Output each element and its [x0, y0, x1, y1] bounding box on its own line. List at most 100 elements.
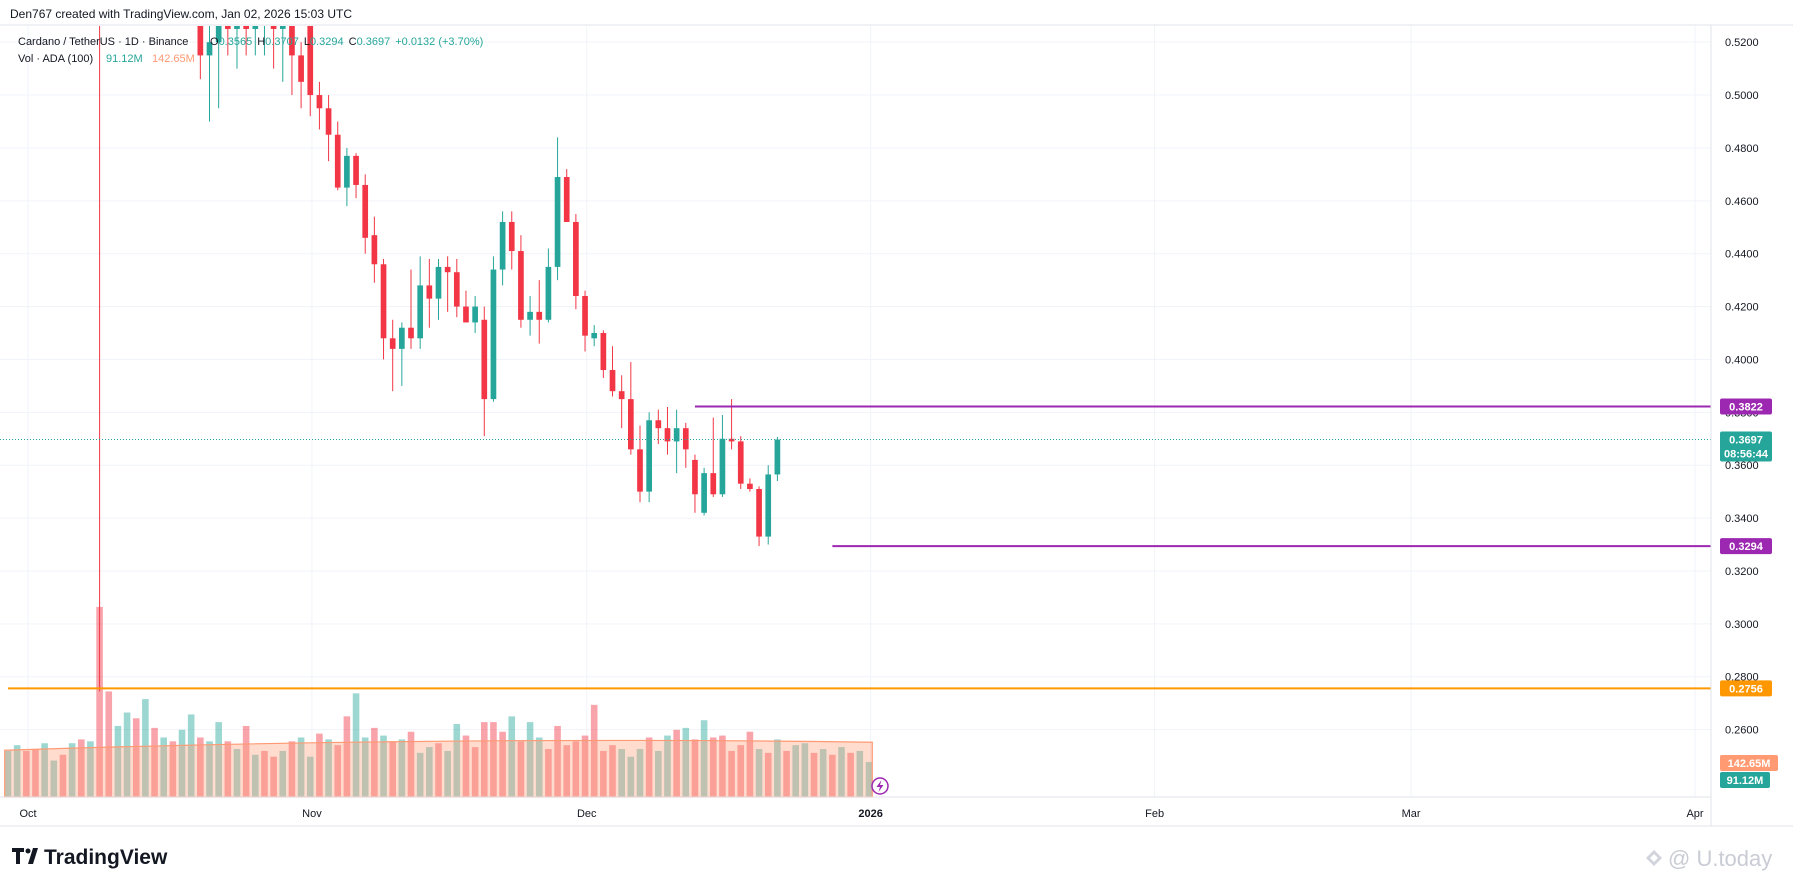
volume-ma-area — [4, 739, 873, 798]
candle-body — [591, 333, 598, 339]
candle-body — [774, 439, 781, 475]
volume-bar — [380, 735, 387, 797]
lightning-icon[interactable] — [871, 777, 889, 795]
price-tick-label: 0.3400 — [1725, 513, 1759, 525]
price-axis[interactable]: 0.5200 0.5000 0.4800 0.4600 0.4400 0.4200 0.40… — [1725, 37, 1759, 736]
candle-body — [380, 264, 387, 339]
volume-bar — [819, 749, 827, 797]
candle-body — [344, 155, 350, 188]
volume-bar — [270, 756, 277, 797]
volume-bar — [453, 724, 461, 797]
candle-body — [334, 134, 341, 188]
time-axis[interactable]: Oct Nov Dec 2026 Feb Mar Apr — [19, 808, 1703, 820]
candle-body — [307, 26, 314, 96]
volume-bar — [261, 750, 268, 797]
price-tick-label: 0.4600 — [1725, 196, 1759, 208]
volume-bar — [709, 737, 717, 797]
price-tick-label: 0.4800 — [1725, 143, 1759, 155]
volume-bar — [41, 743, 48, 797]
volume-bar — [87, 741, 94, 797]
candle-body — [289, 26, 295, 56]
volume-bar — [508, 716, 516, 797]
candle-body — [692, 459, 698, 495]
volume-bar — [316, 733, 323, 797]
volume-bar — [389, 741, 396, 797]
watermark: @ U.today — [1646, 846, 1772, 871]
volume-bar — [32, 749, 39, 797]
volume-bar — [471, 747, 479, 797]
price-tick-label: 0.3600 — [1725, 460, 1759, 472]
symbol-title: Cardano / TetherUS · 1D · Binance — [18, 36, 188, 48]
volume-bar — [609, 745, 616, 797]
time-tick-label: Nov — [302, 808, 322, 820]
volume-bar — [13, 745, 21, 797]
volume-bar — [187, 714, 195, 797]
volume-bar — [764, 752, 772, 797]
candle-body — [536, 311, 543, 320]
volume-bar — [490, 722, 497, 797]
candle-body — [243, 26, 249, 29]
level-tag-label: 0.3294 — [1729, 541, 1764, 553]
volume-bar — [792, 745, 800, 797]
volume-bar — [737, 745, 745, 797]
time-tick-label: Oct — [19, 808, 36, 820]
volume-bar — [746, 731, 754, 797]
price-tick-label: 0.3200 — [1725, 566, 1759, 578]
volume-bar — [132, 718, 140, 797]
candle-body — [298, 55, 304, 82]
volume-label: Vol · ADA (100) — [18, 53, 93, 65]
candle-body — [673, 428, 680, 442]
volume-bar — [545, 749, 552, 797]
tradingview-logo-icon — [12, 848, 24, 864]
volume-bar — [169, 741, 177, 797]
horizontal-levels — [0, 405, 1711, 690]
volume-bar — [77, 739, 85, 797]
volume-pane — [4, 606, 873, 798]
candle-body — [637, 449, 643, 492]
candle-body — [618, 391, 625, 400]
volume-bar — [105, 691, 113, 797]
volume-bar — [810, 752, 818, 797]
candle-body — [710, 473, 717, 495]
volume-bar — [691, 739, 699, 797]
volume-bar — [719, 735, 726, 797]
candle-body — [389, 338, 396, 349]
time-tick-label: Dec — [577, 808, 597, 820]
volume-bar — [682, 727, 690, 797]
volume-bar — [206, 741, 213, 797]
candle-body — [518, 251, 524, 320]
candle-body — [737, 441, 744, 484]
volume-bar — [728, 750, 735, 797]
candle-body — [627, 399, 634, 450]
price-tick-label: 0.4400 — [1725, 249, 1759, 261]
volume-bar — [4, 750, 12, 797]
tradingview-brand: TradingView — [44, 846, 168, 869]
watermark-text: @ U.today — [1668, 846, 1772, 871]
volume-bar — [279, 750, 287, 797]
time-tick-label: Apr — [1686, 808, 1703, 820]
countdown-label: 08:56:44 — [1724, 449, 1769, 461]
volume-bar — [865, 762, 873, 797]
candle-body — [508, 221, 515, 252]
volume-bar — [774, 739, 781, 797]
candle-body — [728, 438, 735, 442]
tradingview-logo[interactable]: TradingView — [12, 846, 168, 869]
candlestick-series — [99, 26, 781, 692]
candle-body — [481, 319, 488, 400]
candle-body — [215, 26, 222, 43]
candle-body — [463, 306, 469, 323]
credit-line: Den767 created with TradingView.com, Jan… — [10, 7, 352, 21]
volume-bar — [242, 725, 250, 797]
volume-bar — [618, 749, 625, 797]
volume-bar — [535, 737, 543, 797]
candle-body — [453, 272, 460, 307]
volume-ma-tag — [1720, 755, 1778, 771]
current-price-label: 0.3697 — [1729, 435, 1763, 447]
volume-bar — [480, 722, 488, 797]
volume-bar — [755, 749, 763, 797]
volume-bar — [664, 735, 671, 797]
volume-bar — [563, 745, 571, 797]
level-tag-label: 0.2756 — [1729, 683, 1763, 695]
candle-body — [573, 221, 579, 296]
candle-body — [765, 474, 772, 537]
